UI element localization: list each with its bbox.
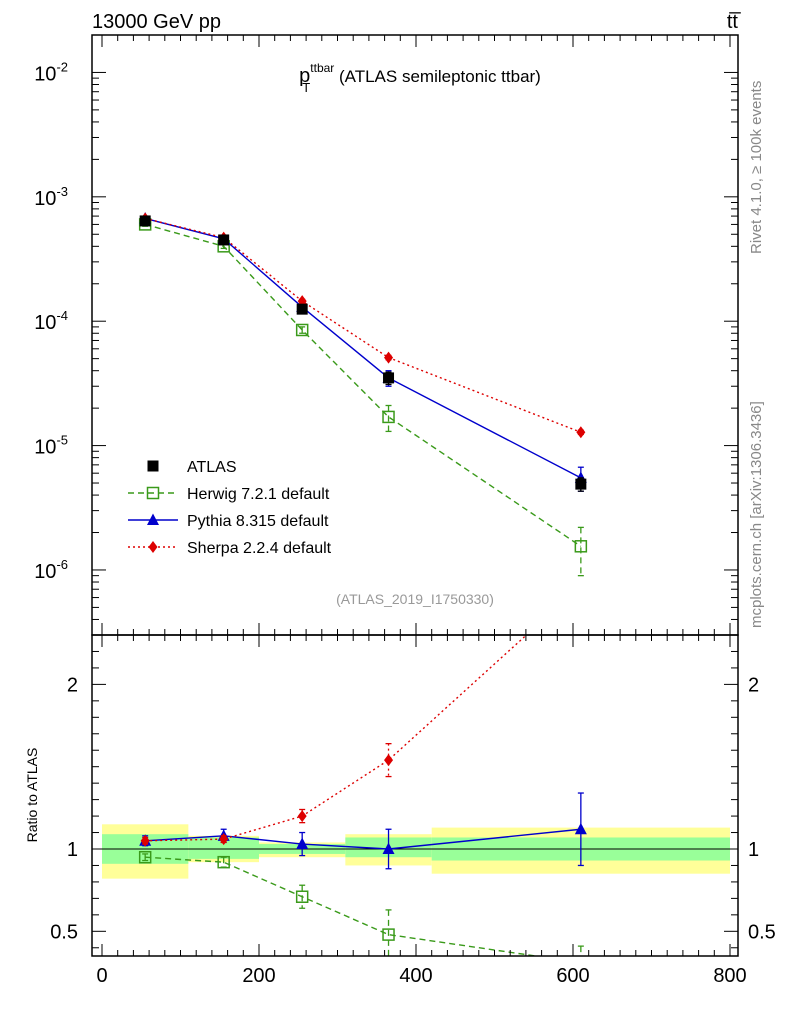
plot-title-sup: ttbar <box>310 61 334 75</box>
plot-title: pttbar T (ATLAS semileptonic ttbar) <box>299 61 541 95</box>
mcplots-label: mcplots.cern.ch [arXiv:1306.3436] <box>748 401 765 628</box>
top-herwig-line <box>144 223 582 547</box>
ytick-label-base-1: 10 <box>34 188 56 210</box>
ratio-ytick-label-left-2: 2 <box>67 674 78 696</box>
ratio-ytick-label-left-1: 1 <box>67 839 78 861</box>
legend-entry-sherpa: Sherpa 2.2.4 default <box>128 540 332 557</box>
ratio-sherpa <box>140 580 585 847</box>
ytick-label-3: 10-5 <box>34 433 68 459</box>
ytick-label-base-0: 10 <box>34 63 56 85</box>
legend-label-herwig: Herwig 7.2.1 default <box>187 486 330 503</box>
top-herwig-point-2 <box>295 323 309 337</box>
top-atlas-point-3 <box>383 372 395 384</box>
ytick-label-0: 10-2 <box>34 59 68 85</box>
top-atlas-point-1 <box>218 234 230 246</box>
ratio-sherpa-line <box>145 635 528 842</box>
ratio-pythia-point-2 <box>296 837 309 850</box>
rivet-label: Rivet 4.1.0, ≥ 100k events <box>748 81 765 254</box>
ratio-ylabel: Ratio to ATLAS <box>24 748 40 843</box>
xtick-label-0: 0 <box>96 965 107 987</box>
ratio-series <box>138 580 587 956</box>
legend-label-sherpa: Sherpa 2.2.4 default <box>187 540 332 557</box>
ratio-herwig-point-1 <box>217 855 230 869</box>
top-atlas-point-0 <box>139 215 151 227</box>
ytick-label-exp-4: -6 <box>56 557 68 572</box>
top-sherpa-line <box>145 217 582 433</box>
legend-entry-atlas: ATLAS <box>147 459 237 476</box>
top-pythia <box>139 211 587 492</box>
plot-title-sub: T <box>302 80 310 95</box>
top-sherpa-point-3 <box>384 351 394 364</box>
ytick-label-base-2: 10 <box>34 312 56 334</box>
ratio-ytick-label-right-0: 0.5 <box>748 921 776 943</box>
ytick-label-exp-1: -3 <box>56 184 68 199</box>
ratio-panel-frame <box>91 634 739 957</box>
xtick-label-3: 600 <box>556 965 589 987</box>
ytick-label-exp-0: -2 <box>56 59 68 74</box>
ratio-herwig <box>138 850 584 956</box>
header-left: 13000 GeV pp <box>92 11 221 33</box>
top-atlas-point-2 <box>296 303 308 315</box>
legend-marker-sherpa <box>148 541 158 553</box>
ytick-label-4: 10-6 <box>34 557 68 583</box>
ratio-ytick-label-right-1: 1 <box>748 839 759 861</box>
band-inner-bin-1 <box>188 837 259 859</box>
ratio-herwig-point-2 <box>295 890 309 903</box>
analysis-id: (ATLAS_2019_I1750330) <box>336 591 494 607</box>
ratio-ytick-label-right-2: 2 <box>748 674 759 696</box>
ratio-bands <box>92 824 738 879</box>
xtick-label-1: 200 <box>242 965 275 987</box>
ytick-label-base-3: 10 <box>34 437 56 459</box>
top-pythia-line <box>144 217 582 479</box>
ytick-label-base-4: 10 <box>34 561 56 583</box>
ratio-sherpa-point-0 <box>140 834 150 847</box>
legend-marker-pythia <box>147 513 159 525</box>
top-atlas <box>139 215 587 492</box>
ratio-sherpa-point-4 <box>576 580 585 592</box>
ytick-label-1: 10-3 <box>34 184 68 210</box>
ratio-pythia-point-3 <box>382 842 395 854</box>
ratio-sherpa-point-1 <box>219 833 229 846</box>
top-sherpa <box>140 212 586 439</box>
header-right: tt̅ <box>727 11 741 33</box>
plot-title-rest: (ATLAS semileptonic ttbar) <box>334 67 541 86</box>
legend: ATLAS Herwig 7.2.1 default Pythia 8.315 de… <box>128 459 332 557</box>
ratio-herwig-point-3 <box>382 928 395 941</box>
top-sherpa-point-4 <box>576 426 586 439</box>
legend-marker-atlas <box>147 460 159 472</box>
ratio-pythia-point-4 <box>574 822 587 835</box>
top-atlas-point-4 <box>575 478 587 490</box>
ytick-label-2: 10-4 <box>34 308 68 334</box>
legend-entry-herwig: Herwig 7.2.1 default <box>128 486 330 503</box>
ratio-sherpa-point-2 <box>297 810 307 823</box>
ratio-herwig-point-0 <box>138 850 152 864</box>
ytick-label-exp-3: -5 <box>56 433 68 448</box>
top-series <box>138 211 588 577</box>
plot-title-base: p <box>299 65 310 87</box>
legend-marker-herwig <box>146 486 160 500</box>
top-herwig-point-4 <box>574 540 588 553</box>
top-herwig-point-3 <box>382 410 395 424</box>
ratio-sherpa-point-3 <box>384 754 394 767</box>
ratio-ytick-label-left-0: 0.5 <box>50 921 78 943</box>
ytick-label-exp-2: -4 <box>56 308 68 323</box>
xtick-label-2: 400 <box>399 965 432 987</box>
xtick-label-4: 800 <box>713 965 746 987</box>
legend-label-atlas: ATLAS <box>187 459 237 476</box>
ratio-pythia <box>139 792 587 870</box>
legend-entry-pythia: Pythia 8.315 default <box>128 513 329 530</box>
legend-label-pythia: Pythia 8.315 default <box>187 513 329 530</box>
